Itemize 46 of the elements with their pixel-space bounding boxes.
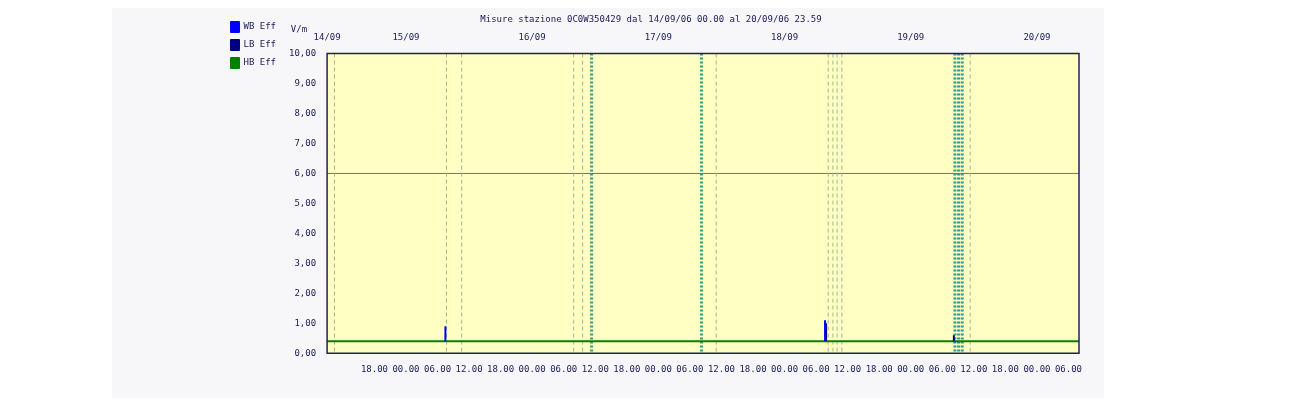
y-tick-label: 3,00 xyxy=(294,257,317,268)
x-tick-label: 12.00 xyxy=(581,363,609,374)
x-tick-label: 18.00 xyxy=(360,363,388,374)
x-tick-label: 18.00 xyxy=(991,363,1019,374)
x-tick-label: 00.00 xyxy=(771,363,799,374)
x-tick-label: 00.00 xyxy=(1023,363,1051,374)
y-axis-title: V/m xyxy=(290,23,308,34)
y-tick-label: 7,00 xyxy=(294,137,317,148)
x-tick-label: 00.00 xyxy=(518,363,546,374)
y-tick-label: 1,00 xyxy=(294,317,317,328)
x-tick-label: 12.00 xyxy=(455,363,483,374)
y-tick-label: 4,00 xyxy=(294,227,317,238)
legend-label: WB Eff xyxy=(243,21,277,32)
x-tick-label: 06.00 xyxy=(1054,363,1083,374)
x2-tick-label: 19/09 xyxy=(897,31,925,42)
y-tick-label: 0,00 xyxy=(294,347,317,358)
x-tick-label: 18.00 xyxy=(487,363,515,374)
y-tick-label: 6,00 xyxy=(294,167,317,178)
x-tick-label: 06.00 xyxy=(802,363,830,374)
x2-tick-label: 18/09 xyxy=(771,31,799,42)
x-tick-label: 18.00 xyxy=(613,363,641,374)
y-tick-label: 2,00 xyxy=(294,287,317,298)
x-tick-label: 18.00 xyxy=(865,363,893,374)
y-tick-label: 9,00 xyxy=(294,77,317,88)
legend-label: HB Eff xyxy=(243,57,277,68)
x-tick-label: 18.00 xyxy=(739,363,767,374)
y-tick-label: 8,00 xyxy=(294,107,317,118)
x-tick-label: 06.00 xyxy=(423,363,452,374)
x2-tick-label: 15/09 xyxy=(392,31,420,42)
legend-label: LB Eff xyxy=(243,39,277,50)
x-tick-label: 06.00 xyxy=(676,363,704,374)
x2-tick-label: 16/09 xyxy=(518,31,546,42)
x2-tick-label: 20/09 xyxy=(1023,31,1051,42)
x-tick-label: 00.00 xyxy=(897,363,925,374)
chart-title: Misure stazione 0C0W350429 dal 14/09/06 00.00 al 20/09/06 23.59 xyxy=(480,13,822,24)
x2-tick-label: 14/09 xyxy=(313,31,341,42)
x-tick-label: 06.00 xyxy=(928,363,956,374)
y-tick-label: 10,00 xyxy=(289,47,317,58)
x-tick-label: 12.00 xyxy=(707,363,735,374)
x-tick-label: 12.00 xyxy=(960,363,988,374)
y-tick-label: 5,00 xyxy=(294,197,317,208)
x-tick-label: 00.00 xyxy=(392,363,420,374)
x-tick-label: 00.00 xyxy=(644,363,672,374)
x-tick-label: 12.00 xyxy=(834,363,862,374)
x-tick-label: 06.00 xyxy=(550,363,578,374)
x2-tick-label: 17/09 xyxy=(644,31,672,42)
